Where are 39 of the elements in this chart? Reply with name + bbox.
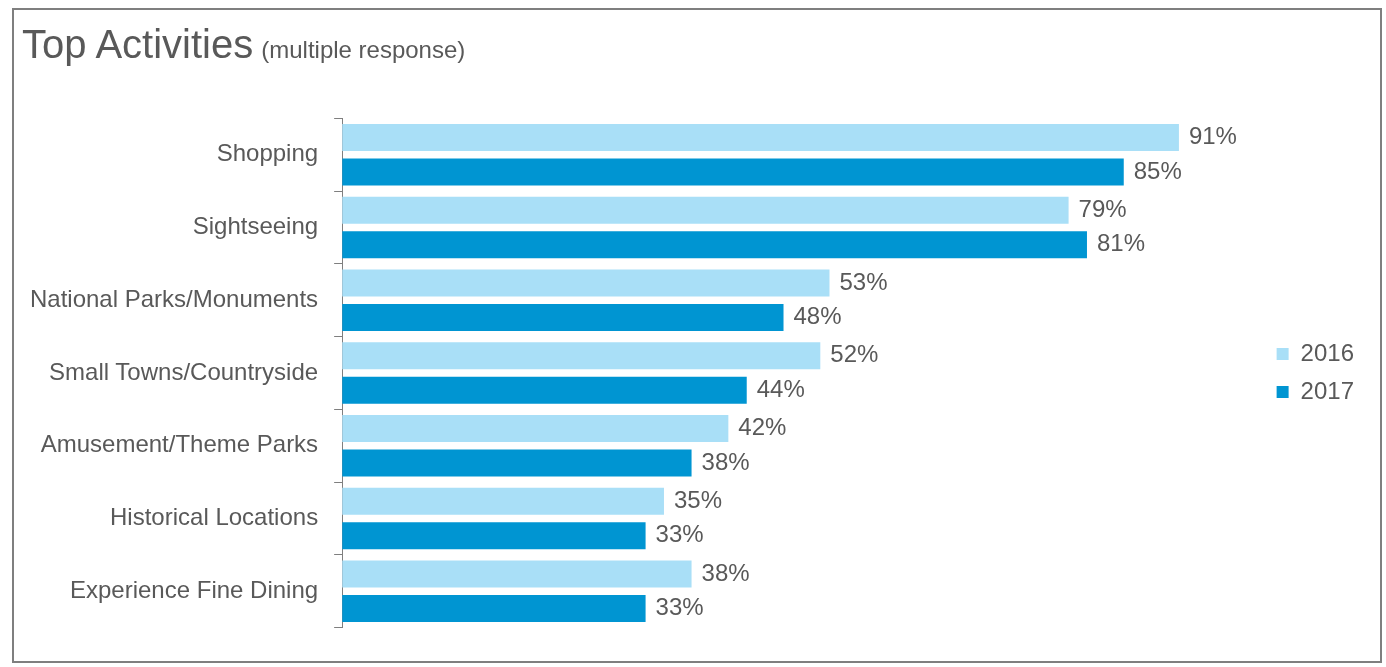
data-label: 48% — [793, 302, 842, 330]
data-label: 38% — [701, 447, 750, 475]
data-label: 79% — [1078, 194, 1127, 222]
y-tick-label: National Parks/Monuments — [29, 284, 319, 312]
bar — [342, 196, 1069, 224]
data-label: 85% — [1133, 156, 1182, 184]
bar — [342, 414, 729, 442]
data-label: 91% — [1188, 122, 1237, 150]
y-tick-label: Shopping — [216, 139, 319, 167]
data-label: 33% — [655, 520, 704, 548]
bar — [342, 124, 1179, 151]
chart-subtitle: (multiple response) — [261, 36, 466, 63]
y-tick-label: Historical Locations — [110, 503, 319, 531]
bar — [342, 342, 821, 370]
data-label: 33% — [655, 593, 704, 621]
y-tick-label: Small Towns/Countryside — [49, 357, 319, 385]
data-label: 42% — [738, 413, 787, 441]
bar — [342, 376, 747, 404]
data-label: 44% — [756, 374, 805, 402]
data-label: 38% — [701, 558, 750, 586]
bar — [342, 522, 646, 550]
bar — [342, 158, 1124, 186]
y-tick-label: Experience Fine Dining — [69, 575, 319, 603]
bar — [342, 560, 692, 588]
bar — [342, 304, 784, 332]
data-label: 53% — [839, 267, 888, 295]
bar — [342, 269, 830, 297]
data-label: 52% — [830, 340, 879, 368]
legend-label: 2017 — [1300, 376, 1354, 404]
bar — [342, 595, 646, 622]
bar — [342, 449, 692, 477]
data-label: 35% — [673, 485, 723, 513]
chart-title: Top Activities — [22, 22, 254, 66]
data-label: 81% — [1096, 229, 1146, 257]
bar — [342, 231, 1087, 259]
bar — [342, 487, 664, 515]
legend-label: 2016 — [1300, 338, 1354, 366]
y-tick-label: Sightseeing — [192, 212, 319, 240]
y-tick-label: Amusement/Theme Parks — [40, 430, 319, 458]
